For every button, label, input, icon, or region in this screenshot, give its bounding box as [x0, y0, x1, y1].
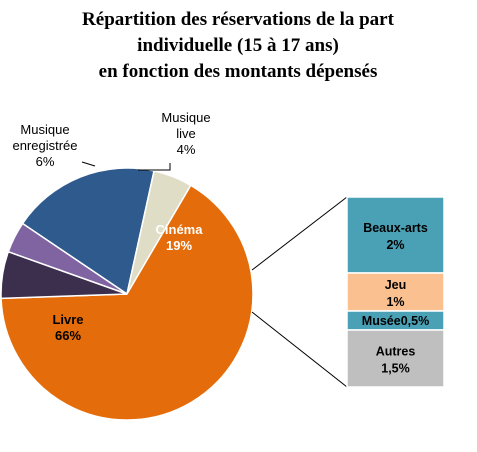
bar-label-text-musee: Musée [362, 314, 401, 328]
connector-top [251, 196, 348, 271]
slice-label-musique-live-line-2: live [176, 126, 196, 141]
slice-labels: Cinéma19%Livre66%Musiqueenregistrée6%Mus… [12, 110, 210, 343]
leader-musique-enregistree [81, 161, 96, 167]
bar-value-musee: 0,5% [401, 314, 430, 328]
bar-value-jeu: 1% [386, 295, 404, 309]
pie-slice-livre [0, 184, 254, 421]
chart-title-line-3: en fonction des montants dépensés [99, 61, 378, 82]
slice-label-musique-live-line-1: Musique [161, 110, 210, 125]
breakdown-bar: Beaux-arts 2% Jeu 1% Musée0,5% Autres 1,5% [346, 196, 445, 388]
pie [0, 167, 254, 421]
chart-title-line-2: individuelle (15 à 17 ans) [137, 35, 339, 56]
bar-value-beaux-arts: 2% [386, 238, 404, 252]
bar-label-autres: Autres [376, 345, 416, 359]
slice-label-musique-enregistree-line-1: Musique [20, 122, 69, 137]
chart-title-line-1: Répartition des réservations de la part [82, 9, 395, 30]
slice-value-livre: 66% [55, 328, 81, 343]
slice-value-musique-enregistree: 6% [36, 154, 55, 169]
bar-segment-beaux-arts [346, 196, 445, 274]
bar-value-autres: 1,5% [381, 362, 410, 376]
slice-value-musique-live: 4% [177, 142, 196, 157]
bar-segment-autres [346, 329, 445, 388]
pie-slice-cinema [21, 167, 155, 296]
connector-bottom [251, 311, 348, 388]
slice-label-cinema: Cinéma [156, 222, 204, 237]
leader-musique-live [138, 163, 171, 171]
slice-label-livre: Livre [52, 312, 83, 327]
breakdown-connectors [251, 196, 348, 388]
slice-value-cinema: 19% [166, 238, 192, 253]
bar-label-beaux-arts: Beaux-arts [363, 221, 428, 235]
pie-slice-musique-live [7, 222, 128, 295]
bar-label-jeu: Jeu [385, 278, 407, 292]
slice-label-musique-enregistree-line-2: enregistrée [12, 138, 77, 153]
bar-label-musee: Musée0,5% [362, 314, 429, 328]
bar-segment-jeu [346, 272, 445, 312]
chart-title: Répartition des réservations de la part … [82, 9, 395, 82]
